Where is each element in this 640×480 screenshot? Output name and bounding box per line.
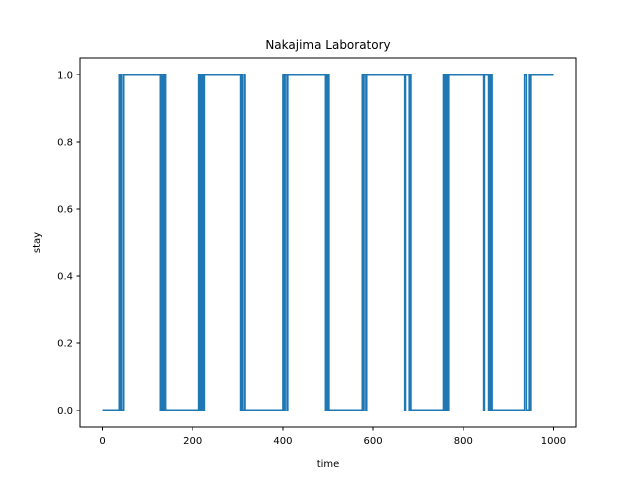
x-tick-label: 400 <box>273 436 292 447</box>
y-tick-label: 0.0 <box>57 406 73 417</box>
plot-frame <box>79 57 577 428</box>
y-tick-label: 0.4 <box>57 272 73 283</box>
y-axis-label: stay <box>32 232 43 253</box>
plot-area <box>102 74 554 411</box>
x-tick-label: 200 <box>183 436 202 447</box>
x-axis: 0 200 400 600 800 1000 <box>99 427 566 447</box>
x-tick-label: 0 <box>99 436 105 447</box>
x-tick-label: 800 <box>454 436 473 447</box>
x-tick-label: 600 <box>364 436 383 447</box>
chart-title: Nakajima Laboratory <box>265 38 390 52</box>
x-tick-label: 1000 <box>541 436 566 447</box>
y-tick-label: 0.8 <box>57 137 73 148</box>
y-tick-label: 0.2 <box>57 339 73 350</box>
y-axis: 0.0 0.2 0.4 0.6 0.8 1.0 <box>57 70 80 417</box>
y-tick-label: 0.6 <box>57 205 73 216</box>
y-tick-label: 1.0 <box>57 70 73 81</box>
series-line <box>102 74 554 411</box>
x-axis-label: time <box>317 459 340 470</box>
